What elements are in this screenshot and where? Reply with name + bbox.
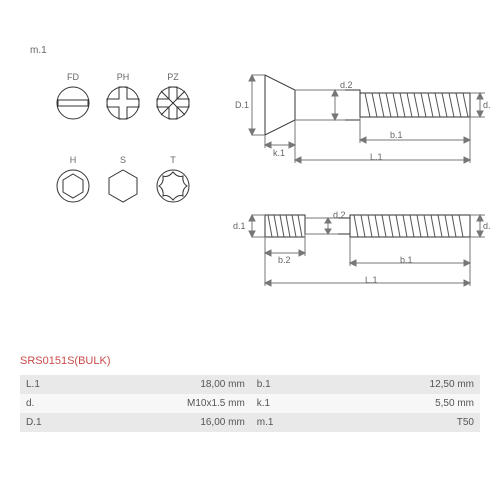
region-label: m.1 xyxy=(30,45,47,56)
dim2-L1: L.1 xyxy=(365,275,378,285)
dim-k1: k.1 xyxy=(273,148,285,158)
drive-icon-s xyxy=(105,168,141,206)
spec-val: T50 xyxy=(300,413,480,432)
drive-icon-fd xyxy=(55,85,91,123)
spec-key: k.1 xyxy=(251,394,300,413)
spec-val: 18,00 mm xyxy=(69,375,251,394)
dim2-d: d. xyxy=(483,221,491,231)
spec-key: L.1 xyxy=(20,375,69,394)
spec-key: D.1 xyxy=(20,413,69,432)
drive-icon-h xyxy=(55,168,91,206)
dim2-b1: b.1 xyxy=(400,255,413,265)
spec-val: 16,00 mm xyxy=(69,413,251,432)
specs-table: L.1 18,00 mm b.1 12,50 mm d. M10x1.5 mm … xyxy=(20,375,480,432)
dim-b1: b.1 xyxy=(390,130,403,140)
drive-icon-t xyxy=(155,168,191,206)
table-row: d. M10x1.5 mm k.1 5,50 mm xyxy=(20,394,480,413)
drive-label-ph: PH xyxy=(105,72,141,82)
dim-D1: D.1 xyxy=(235,100,249,110)
spec-key: d. xyxy=(20,394,69,413)
drive-label-h: H xyxy=(55,155,91,165)
drive-label-fd: FD xyxy=(55,72,91,82)
part-title: SRS0151S(BULK) xyxy=(20,355,111,367)
spec-key: m.1 xyxy=(251,413,300,432)
dim-L1: L.1 xyxy=(370,152,383,162)
spec-val: 12,50 mm xyxy=(300,375,480,394)
spec-val: 5,50 mm xyxy=(300,394,480,413)
drive-label-t: T xyxy=(155,155,191,165)
drive-label-pz: PZ xyxy=(155,72,191,82)
drive-label-s: S xyxy=(105,155,141,165)
dim2-d1: d.1 xyxy=(233,221,246,231)
dim2-d2: d.2 xyxy=(333,210,346,220)
spec-key: b.1 xyxy=(251,375,300,394)
spec-val: M10x1.5 mm xyxy=(69,394,251,413)
dim2-b2: b.2 xyxy=(278,255,291,265)
table-row: L.1 18,00 mm b.1 12,50 mm xyxy=(20,375,480,394)
table-row: D.1 16,00 mm m.1 T50 xyxy=(20,413,480,432)
drive-icon-pz xyxy=(155,85,191,123)
drive-icon-ph xyxy=(105,85,141,123)
dim-d2: d.2 xyxy=(340,80,353,90)
dim-d: d. xyxy=(483,100,491,110)
